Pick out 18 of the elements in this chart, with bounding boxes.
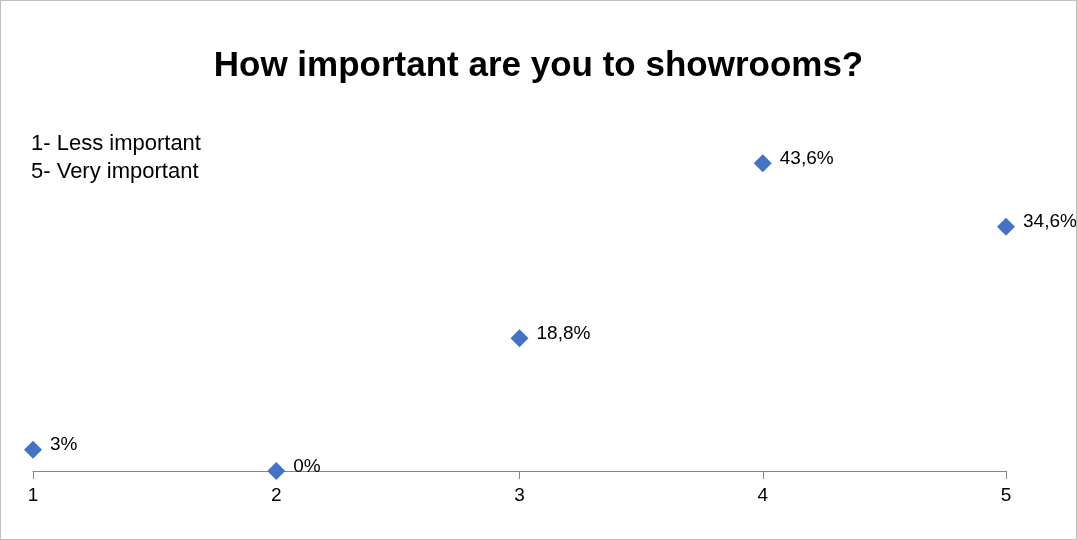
point xyxy=(997,217,1015,236)
point xyxy=(267,462,286,480)
data-label: 3% xyxy=(50,433,78,455)
data-label: 18,8% xyxy=(536,321,591,343)
point xyxy=(24,440,42,459)
x-tick-label: 3 xyxy=(514,484,525,505)
data-label: 43,6% xyxy=(779,146,834,168)
annotation: 5- Very important xyxy=(31,157,199,183)
chart-title: How important are you to showrooms? xyxy=(213,44,864,83)
point xyxy=(753,154,772,173)
text: 1- Less important xyxy=(31,129,201,155)
x-tick-label: 4 xyxy=(757,484,769,505)
data-label: 0% xyxy=(293,454,321,476)
x-tick-label: 1 xyxy=(27,484,39,505)
point xyxy=(510,329,529,348)
data-label: 34,6% xyxy=(1023,210,1077,232)
x-tick-label: 2 xyxy=(270,484,282,505)
x-tick-label: 5 xyxy=(1000,484,1012,505)
